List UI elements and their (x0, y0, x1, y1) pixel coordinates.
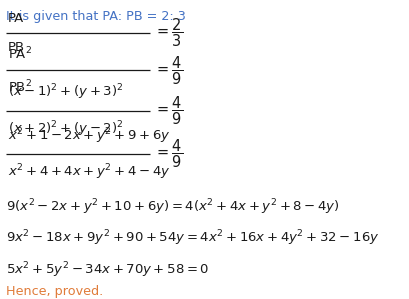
Text: PA$^2$: PA$^2$ (8, 45, 32, 62)
Text: $5x^2 + 5y^2 - 34x + 70y + 58 = 0$: $5x^2 + 5y^2 - 34x + 70y + 58 = 0$ (6, 260, 209, 280)
Text: It is given that PA: PB = 2: 3: It is given that PA: PB = 2: 3 (6, 10, 186, 23)
Text: $= \dfrac{4}{9}$: $= \dfrac{4}{9}$ (153, 138, 182, 170)
Text: $= \dfrac{4}{9}$: $= \dfrac{4}{9}$ (153, 94, 182, 127)
Text: $(x-1)^2 + (y+3)^2$: $(x-1)^2 + (y+3)^2$ (8, 83, 124, 102)
Text: $x^2 + 4 + 4x + y^2 + 4 - 4y$: $x^2 + 4 + 4x + y^2 + 4 - 4y$ (8, 162, 170, 182)
Text: $9x^2 - 18x + 9y^2 + 90 + 54y = 4x^2 + 16x + 4y^2 + 32 - 16y$: $9x^2 - 18x + 9y^2 + 90 + 54y = 4x^2 + 1… (6, 229, 379, 248)
Text: PB: PB (8, 41, 25, 54)
Text: $9(x^2 - 2x + y^2 + 10 + 6y) = 4(x^2 + 4x + y^2 + 8 - 4y)$: $9(x^2 - 2x + y^2 + 10 + 6y) = 4(x^2 + 4… (6, 197, 339, 217)
Text: PB$^2$: PB$^2$ (8, 79, 32, 95)
Text: Hence, proved.: Hence, proved. (6, 285, 103, 298)
Text: $x^2 + 1 - 2x + y^2 + 9 + 6y$: $x^2 + 1 - 2x + y^2 + 9 + 6y$ (8, 126, 170, 146)
Text: $= \dfrac{2}{3}$: $= \dfrac{2}{3}$ (153, 17, 182, 49)
Text: $= \dfrac{4}{9}$: $= \dfrac{4}{9}$ (153, 54, 182, 86)
Text: $(x+2)^2 + (y-2)^2$: $(x+2)^2 + (y-2)^2$ (8, 119, 124, 139)
Text: PA: PA (8, 12, 25, 25)
